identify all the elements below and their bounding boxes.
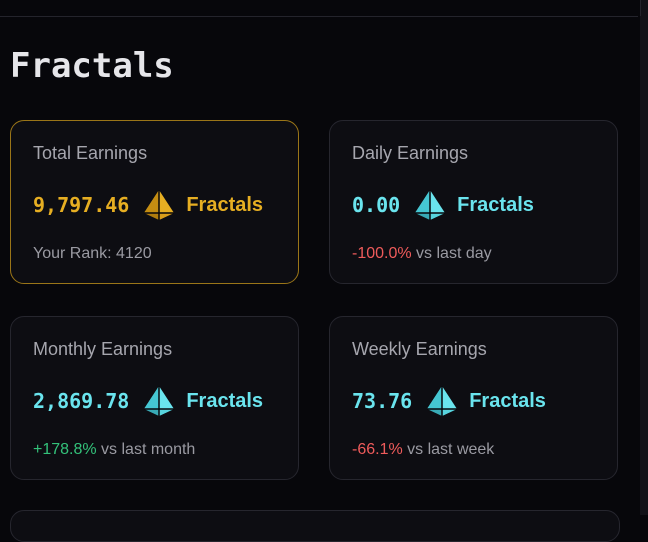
delta-suffix: vs last month: [96, 441, 196, 458]
delta-percent: -100.0%: [352, 245, 412, 262]
rank-text: Your Rank: 4120: [33, 245, 152, 262]
scrollbar-track[interactable]: [640, 0, 648, 515]
earnings-value: 73.76: [352, 389, 413, 413]
fractal-token-icon: [143, 189, 175, 221]
delta-suffix: vs last week: [402, 441, 495, 458]
delta-text: -100.0% vs last day: [352, 245, 492, 263]
delta-text: -66.1% vs last week: [352, 441, 494, 459]
earnings-value-row: 0.00 Fractals: [352, 187, 534, 223]
card-label: Monthly Earnings: [33, 339, 173, 359]
earnings-value-row: 73.76 Fractals: [352, 383, 546, 419]
fractal-token-icon: [426, 385, 458, 417]
delta-percent: +178.8%: [33, 441, 97, 458]
earnings-value: 2,869.78: [33, 389, 130, 413]
token-name: Fractals: [457, 193, 534, 216]
card-label: Weekly Earnings: [352, 339, 487, 359]
fractal-token-icon: [143, 385, 175, 417]
earnings-value: 0.00: [352, 193, 401, 217]
daily-earnings-card[interactable]: Daily Earnings 0.00 Fractals -100.0% vs …: [329, 120, 618, 284]
delta-text: +178.8% vs last month: [33, 441, 195, 459]
weekly-earnings-card[interactable]: Weekly Earnings 73.76 Fractals -66.1% vs…: [329, 316, 618, 480]
card-label: Total Earnings: [33, 143, 148, 163]
earnings-value: 9,797.46: [33, 193, 130, 217]
delta-suffix: vs last day: [411, 245, 492, 262]
token-name: Fractals: [469, 389, 546, 412]
scrollbar-edge: [640, 0, 641, 16]
token-name: Fractals: [186, 389, 264, 412]
delta-percent: -66.1%: [352, 441, 403, 458]
fractal-token-icon: [414, 189, 446, 221]
total-earnings-card[interactable]: Total Earnings 9,797.46 Fractals Your Ra…: [10, 120, 299, 284]
monthly-earnings-card[interactable]: Monthly Earnings 2,869.78 Fractals +178.…: [10, 316, 299, 480]
page-title: Fractals: [10, 46, 174, 86]
header-divider: [0, 16, 638, 17]
earnings-value-row: 2,869.78 Fractals: [33, 383, 263, 419]
token-name: Fractals: [186, 193, 264, 216]
earnings-value-row: 9,797.46 Fractals: [33, 187, 263, 223]
card-label: Daily Earnings: [352, 143, 469, 163]
